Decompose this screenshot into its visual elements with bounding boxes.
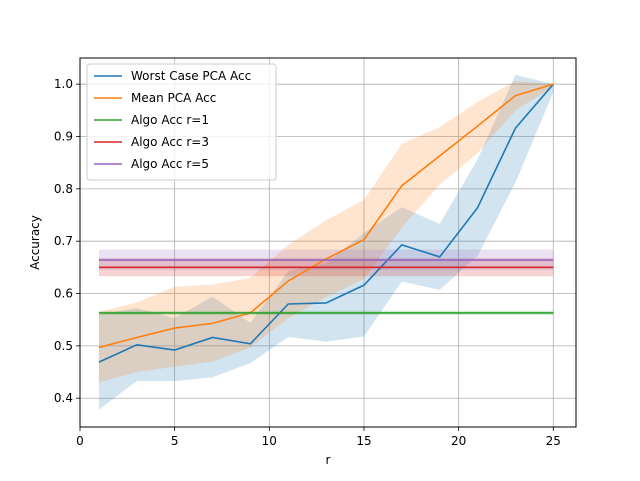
legend-label-worst-case-pca-acc: Worst Case PCA Acc (131, 69, 251, 83)
x-tick-label: 15 (356, 434, 371, 448)
plot-frame (79, 57, 577, 428)
legend: Worst Case PCA Acc Mean PCA Acc Algo Acc r… (86, 63, 277, 181)
x-tick-label: 5 (171, 434, 179, 448)
y-tick-label: 0.8 (54, 182, 73, 196)
y-axis-label: Accuracy (28, 215, 42, 270)
y-tick-label: 0.9 (54, 130, 73, 144)
x-axis-label: r (326, 453, 331, 467)
legend-label-algo-acc-r-3: Algo Acc r=3 (131, 135, 209, 149)
legend-box (86, 63, 277, 181)
y-tick-label: 0.5 (54, 339, 73, 353)
series-lines (98, 83, 554, 363)
axis-ticks: 0 5 10 15 20 25 0.4 0.5 0.6 0.7 0.8 0.9 1.0 (54, 77, 561, 448)
mean-pca-acc-line (98, 83, 554, 349)
legend-label-algo-acc-r-5: Algo Acc r=5 (131, 157, 209, 171)
legend-label-algo-acc-r-1: Algo Acc r=1 (131, 113, 209, 127)
x-tick-label: 25 (546, 434, 561, 448)
y-tick-label: 0.7 (54, 234, 73, 248)
y-tick-label: 0.6 (54, 287, 73, 301)
worst-case-pca-acc-band (98, 74, 554, 410)
x-tick-label: 20 (451, 434, 466, 448)
worst-case-pca-acc-line (98, 83, 554, 363)
y-tick-label: 0.4 (54, 391, 73, 405)
y-tick-label: 1.0 (54, 77, 73, 91)
x-tick-label: 0 (76, 434, 84, 448)
legend-label-mean-pca-acc: Mean PCA Acc (131, 91, 216, 105)
x-tick-label: 10 (262, 434, 277, 448)
